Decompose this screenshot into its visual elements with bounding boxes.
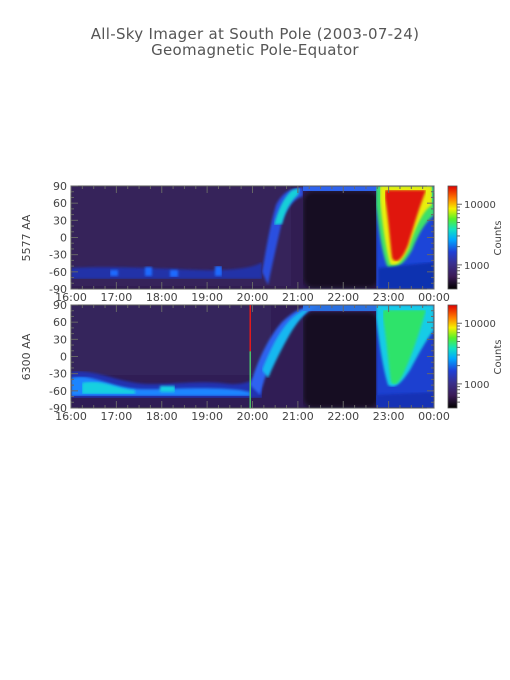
y-axis-label: 5577 AA — [20, 214, 33, 261]
x-tick-label: 23:00 — [373, 410, 405, 423]
colorbar-label: Counts — [493, 221, 504, 256]
y-tick-label: -30 — [49, 368, 67, 381]
y-tick-label: 30 — [53, 214, 67, 227]
x-tick-label: 17:00 — [101, 410, 133, 423]
x-tick-label: 23:00 — [373, 291, 405, 304]
y-tick-label: 0 — [60, 351, 67, 364]
x-tick-label: 20:00 — [237, 410, 269, 423]
colorbar-label: Counts — [493, 340, 504, 375]
y-tick-label: 0 — [60, 232, 67, 245]
colorbar-tick-label: 10000 — [464, 319, 496, 330]
x-tick-label: 22:00 — [327, 410, 359, 423]
chart-title: All-Sky Imager at South Pole (2003-07-24… — [90, 25, 420, 43]
x-tick-label: 17:00 — [101, 291, 133, 304]
colorbar: 10000 1000 Counts — [447, 185, 504, 290]
y-tick-label: -60 — [49, 266, 67, 279]
x-tick-label: 00:00 — [418, 410, 450, 423]
x-tick-label: 21:00 — [282, 291, 314, 304]
x-tick-label: 16:00 — [55, 410, 87, 423]
y-tick-label: 90 — [53, 299, 67, 312]
x-tick-label: 18:00 — [146, 410, 178, 423]
y-tick-label: -30 — [49, 249, 67, 262]
x-tick-label: 21:00 — [282, 410, 314, 423]
panel-6300: 16:00 17:00 18:00 19:00 20:00 21:00 22:00 23:00… — [20, 299, 504, 423]
y-axis-label: 6300 AA — [20, 333, 33, 380]
x-tick-label: 18:00 — [146, 291, 178, 304]
x-tick-label: 16:00 — [55, 291, 87, 304]
colorbar-tick-label: 10000 — [464, 200, 496, 211]
x-tick-label: 19:00 — [191, 410, 223, 423]
y-tick-label: 60 — [53, 197, 67, 210]
colorbar-tick-label: 1000 — [464, 261, 489, 272]
chart-subtitle: Geomagnetic Pole-Equator — [151, 41, 359, 59]
panel-5577: 16:00 17:00 18:00 19:00 20:00 21:00 22:00 23:00… — [20, 180, 504, 304]
colorbar: 10000 1000 Counts — [447, 304, 504, 409]
colorbar-tick-label: 1000 — [464, 380, 489, 391]
keogram-image-6300 — [71, 305, 434, 408]
y-tick-label: -90 — [49, 402, 67, 415]
y-tick-label: 60 — [53, 316, 67, 329]
y-tick-label: 90 — [53, 180, 67, 193]
x-tick-label: 00:00 — [418, 291, 450, 304]
x-tick-label: 19:00 — [191, 291, 223, 304]
x-tick-label: 22:00 — [327, 291, 359, 304]
x-tick-label: 20:00 — [237, 291, 269, 304]
y-tick-label: -60 — [49, 385, 67, 398]
keogram-image-5577 — [71, 186, 434, 289]
y-tick-label: 30 — [53, 333, 67, 346]
y-tick-label: -90 — [49, 283, 67, 296]
